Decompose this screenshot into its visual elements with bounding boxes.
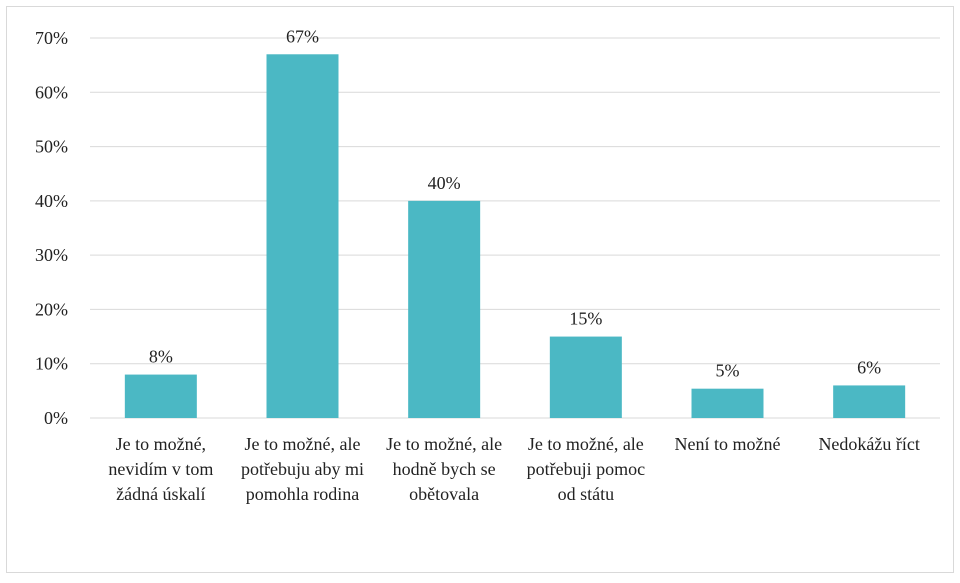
y-tick-label: 50% [35,137,68,157]
data-label: 15% [569,309,602,329]
bar [124,374,197,418]
bar [833,385,906,418]
data-label: 8% [149,347,173,367]
x-tick-label: Je to možné, ale potřebuju aby mi pomohla … [241,434,364,504]
data-label: 67% [286,26,319,46]
x-tick-label: Je to možné, nevidím v tom žádná úskalí [108,434,213,504]
y-tick-label: 10% [35,354,68,374]
x-tick-label: Je to možné, ale potřebuji pomoc od státu [527,434,645,504]
y-tick-label: 0% [44,408,68,428]
y-tick-label: 60% [35,82,68,102]
bar [266,54,339,419]
data-label: 5% [716,361,740,381]
y-tick-label: 30% [35,245,68,265]
data-label: 6% [857,357,881,377]
x-tick-label: Nedokážu říct [818,434,919,454]
bar [549,336,622,418]
x-tick-label: Není to možné [675,434,781,454]
x-tick-label: Je to možné, ale hodně bych se obětovala [386,434,502,504]
y-tick-label: 70% [35,28,68,48]
y-tick-label: 20% [35,299,68,319]
y-tick-label: 40% [35,191,68,211]
bar [691,388,764,418]
bar [408,200,481,418]
data-label: 40% [428,173,461,193]
